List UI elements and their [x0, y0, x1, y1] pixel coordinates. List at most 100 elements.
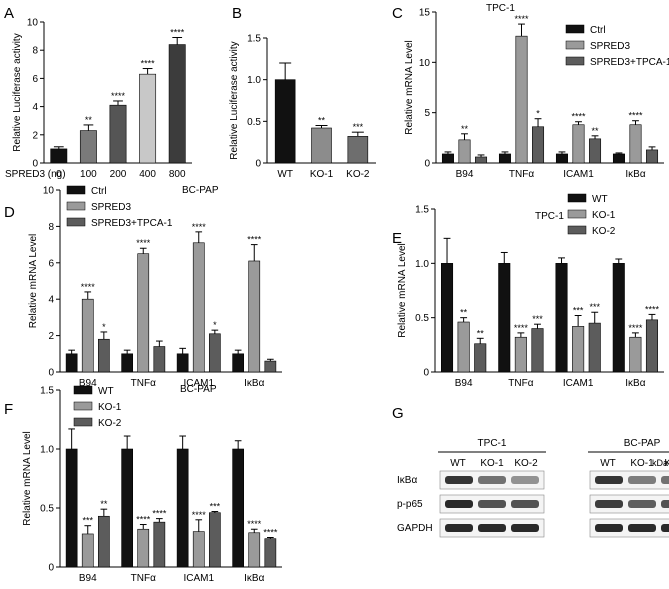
- y-tick-label: 2: [48, 331, 54, 342]
- significance-label: ***: [589, 302, 600, 312]
- bar: [176, 448, 189, 568]
- bar: [515, 35, 528, 164]
- bar: [264, 360, 277, 373]
- bar: [555, 153, 568, 164]
- bar: [475, 156, 488, 164]
- bar: [81, 298, 94, 373]
- bar: [645, 319, 659, 373]
- bar: [65, 448, 78, 568]
- x-tick-label: B94: [79, 378, 97, 389]
- bar: [168, 44, 186, 164]
- bar: [97, 338, 110, 373]
- y-tick-label: 0: [48, 368, 54, 379]
- x-tick-label: IκBα: [244, 378, 264, 389]
- x-tick-label: TNFα: [509, 169, 534, 180]
- x-tick-label: 400: [139, 169, 156, 180]
- significance-label: **: [318, 116, 326, 126]
- legend-label: SPRED3: [91, 202, 131, 213]
- y-axis-label: Relative mRNA Level: [22, 431, 33, 525]
- y-tick-label: 1.5: [415, 205, 429, 216]
- x-tick-label: 0: [56, 169, 62, 180]
- bar: [176, 353, 189, 373]
- bar: [97, 515, 110, 568]
- significance-label: ****: [141, 59, 156, 69]
- legend-label: KO-1: [98, 402, 122, 413]
- legend-label: SPRED3+TPCA-1: [91, 218, 173, 229]
- bar: [65, 353, 78, 373]
- significance-label: ***: [573, 305, 584, 315]
- significance-label: ****: [136, 515, 151, 525]
- significance-label: **: [461, 124, 469, 134]
- bar: [555, 263, 568, 373]
- y-tick-label: 0: [424, 159, 430, 170]
- bar: [311, 127, 332, 164]
- blot-lane-label: KO-2: [514, 458, 538, 469]
- y-tick-label: 0.5: [40, 504, 54, 515]
- significance-label: ****: [571, 112, 586, 122]
- blot-band: [628, 524, 656, 532]
- x-tick-label: ICAM1: [563, 378, 594, 389]
- panel-label-E: E: [392, 230, 402, 247]
- significance-label: ****: [514, 323, 529, 333]
- legend-swatch: [73, 401, 93, 411]
- bar: [248, 260, 261, 373]
- x-tick-label: B94: [79, 573, 97, 584]
- blot-band: [445, 476, 473, 484]
- significance-label: ****: [152, 509, 167, 519]
- y-tick-label: 1.0: [40, 445, 54, 456]
- bar: [121, 448, 134, 568]
- chart-annotation: BC-PAP: [180, 384, 217, 395]
- legend-swatch: [565, 24, 585, 34]
- blot-band: [661, 500, 669, 508]
- panel-label-B: B: [232, 5, 242, 22]
- x-tick-label: TNFα: [508, 378, 533, 389]
- x-tick-label: IκBα: [625, 378, 645, 389]
- blot-band: [511, 476, 539, 484]
- blot-group-label: TPC-1: [478, 438, 507, 449]
- x-tick-label: IκBα: [244, 573, 264, 584]
- bar: [232, 353, 245, 373]
- legend-label: KO-2: [592, 226, 616, 237]
- legend-label: WT: [98, 386, 114, 397]
- panel-label-A: A: [4, 5, 14, 22]
- bar: [646, 149, 659, 164]
- x-tick-label: KO-2: [346, 169, 370, 180]
- significance-label: ****: [111, 91, 126, 101]
- y-tick-label: 2: [32, 130, 38, 141]
- blot-band: [511, 524, 539, 532]
- blot-band: [661, 476, 669, 484]
- bar: [629, 336, 642, 373]
- y-tick-label: 0: [48, 563, 54, 574]
- legend-label: WT: [592, 194, 608, 205]
- significance-label: *: [536, 109, 540, 119]
- blot-lane-label: WT: [450, 458, 466, 469]
- x-tick-label: ICAM1: [183, 378, 214, 389]
- y-tick-label: 1.5: [247, 34, 261, 45]
- y-axis-label: Relative mRNA Level: [397, 243, 408, 337]
- blot-row-label: p-p65: [397, 499, 423, 510]
- significance-label: **: [477, 328, 485, 338]
- significance-label: ***: [532, 314, 543, 324]
- bar: [440, 263, 454, 373]
- y-tick-label: 6: [48, 258, 54, 269]
- blot-lane-label: KO-1: [630, 458, 654, 469]
- bar: [589, 138, 602, 164]
- significance-label: **: [460, 308, 468, 318]
- bar: [441, 153, 454, 164]
- y-tick-label: 0: [32, 159, 38, 170]
- bar: [274, 79, 296, 164]
- bar: [498, 263, 511, 373]
- y-axis-label: Relative mRNA Level: [404, 40, 415, 134]
- significance-label: **: [592, 126, 600, 136]
- y-tick-label: 8: [48, 222, 54, 233]
- significance-label: *: [213, 320, 217, 330]
- x-tick-label: B94: [455, 378, 473, 389]
- significance-label: ****: [247, 519, 262, 529]
- x-tick-label: B94: [456, 169, 474, 180]
- panel-label-G: G: [392, 405, 404, 422]
- bar: [208, 512, 221, 568]
